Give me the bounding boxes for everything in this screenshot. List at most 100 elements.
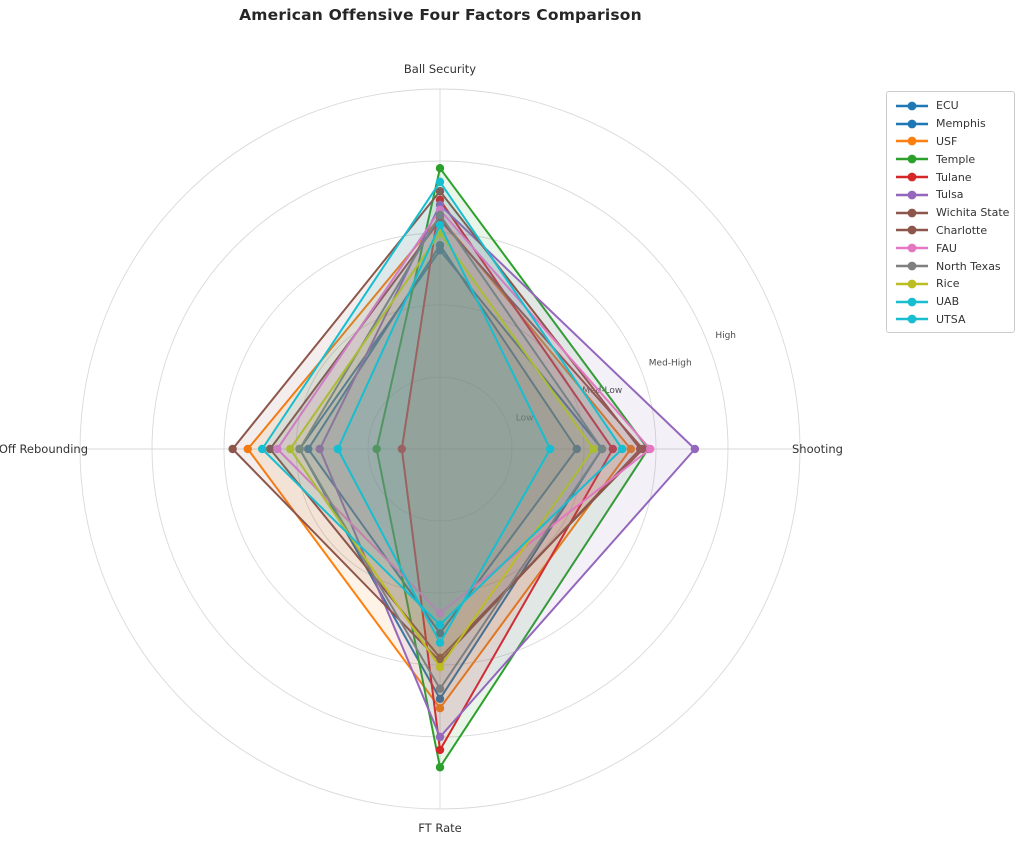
legend-marker-icon <box>896 101 928 111</box>
legend-item-label: FAU <box>936 241 957 255</box>
legend-marker-icon <box>896 172 928 182</box>
legend-item: Temple <box>887 150 1014 168</box>
data-point-marker <box>435 745 445 755</box>
data-point-marker <box>286 444 295 454</box>
data-point-marker <box>372 444 381 454</box>
data-point-marker <box>435 732 445 742</box>
data-point-marker <box>228 444 237 454</box>
legend-marker-icon <box>896 243 928 253</box>
radial-tick-label: High <box>715 331 736 341</box>
series-fill <box>247 217 631 709</box>
data-point-marker <box>397 444 407 454</box>
legend-item-label: ECU <box>936 99 959 113</box>
series-fill <box>401 199 613 750</box>
data-point-marker <box>265 444 275 454</box>
data-point-marker <box>304 444 313 454</box>
data-point-marker <box>435 653 445 662</box>
data-point-marker <box>333 444 342 454</box>
data-point-marker <box>435 620 445 629</box>
legend-marker-icon <box>896 190 928 200</box>
data-point-marker <box>435 187 445 196</box>
series-fill <box>299 215 602 689</box>
data-point-marker <box>435 694 445 704</box>
data-point-marker <box>435 629 445 638</box>
legend: ECU Memphis USF Temple Tulane Tulsa Wichita St… <box>886 91 1015 334</box>
legend-item-label: Memphis <box>936 117 986 131</box>
legend-item: Wichita State <box>887 204 1014 222</box>
legend-marker-icon <box>896 154 928 164</box>
chart-title: American Offensive Four Factors Comparis… <box>239 6 642 24</box>
legend-marker-icon <box>896 208 928 218</box>
data-point-marker <box>572 444 581 454</box>
data-point-marker <box>435 164 445 173</box>
data-point-marker <box>435 763 445 772</box>
legend-marker-icon <box>896 297 928 307</box>
data-point-marker <box>435 684 445 693</box>
series-fill <box>308 245 577 634</box>
data-point-marker <box>435 662 445 672</box>
data-point-marker <box>617 444 627 454</box>
legend-item: USF <box>887 133 1014 151</box>
data-point-marker <box>646 444 655 454</box>
legend-marker-icon <box>896 119 928 129</box>
legend-item: Memphis <box>887 115 1014 133</box>
data-point-marker <box>626 444 635 454</box>
legend-item-label: Temple <box>936 152 976 166</box>
legend-item-label: Tulane <box>936 170 972 184</box>
axis-label: Off Rebounding <box>0 442 88 456</box>
axis-label: Shooting <box>792 442 843 456</box>
legend-marker-icon <box>896 315 928 324</box>
legend-item-label: UTSA <box>936 312 966 326</box>
legend-item-label: UAB <box>936 295 960 309</box>
data-point-marker <box>295 444 304 454</box>
data-point-marker <box>638 444 648 454</box>
legend-item: Charlotte <box>887 222 1014 240</box>
radial-tick-label: Med-Low <box>582 386 622 396</box>
data-point-marker <box>608 444 617 454</box>
legend-item: UAB <box>887 293 1014 311</box>
legend-item: ECU <box>887 97 1014 115</box>
data-point-marker <box>589 444 598 454</box>
data-point-marker <box>435 177 445 187</box>
data-point-marker <box>690 444 700 454</box>
data-point-marker <box>273 444 282 454</box>
data-point-marker <box>435 608 445 618</box>
legend-marker-icon <box>896 137 928 146</box>
axis-label: Ball Security <box>404 62 476 76</box>
legend-item-label: Charlotte <box>936 223 988 237</box>
data-point-marker <box>435 246 445 255</box>
series-fill <box>262 181 623 625</box>
data-point-marker <box>435 220 445 230</box>
legend-item: Tulsa <box>887 186 1014 204</box>
series-fill <box>376 168 649 768</box>
legend-item-label: Rice <box>936 277 960 291</box>
legend-marker-icon <box>896 226 928 235</box>
legend-marker-icon <box>896 279 928 289</box>
legend-marker-icon <box>896 261 928 271</box>
legend-item-label: USF <box>936 134 958 148</box>
data-point-marker <box>435 638 445 647</box>
series-fill <box>299 250 602 699</box>
data-point-marker <box>315 444 324 454</box>
data-point-marker <box>257 444 267 454</box>
legend-item-label: Wichita State <box>936 206 1010 220</box>
legend-item-label: North Texas <box>936 259 1001 273</box>
legend-item: UTSA <box>887 311 1014 329</box>
legend-item: FAU <box>887 239 1014 257</box>
legend-item-label: Tulsa <box>936 188 964 202</box>
radial-tick-label: Med-High <box>649 359 692 369</box>
series-fill <box>337 225 551 643</box>
axis-label: FT Rate <box>418 821 461 835</box>
data-point-marker <box>597 444 607 454</box>
data-point-marker <box>435 704 445 713</box>
series-fill <box>319 204 695 737</box>
data-point-marker <box>435 210 445 220</box>
radial-tick-label: Low <box>516 414 534 424</box>
legend-item: North Texas <box>887 257 1014 275</box>
data-point-marker <box>243 444 252 454</box>
legend-item: Tulane <box>887 168 1014 186</box>
data-point-marker <box>545 444 555 454</box>
legend-item: Rice <box>887 275 1014 293</box>
